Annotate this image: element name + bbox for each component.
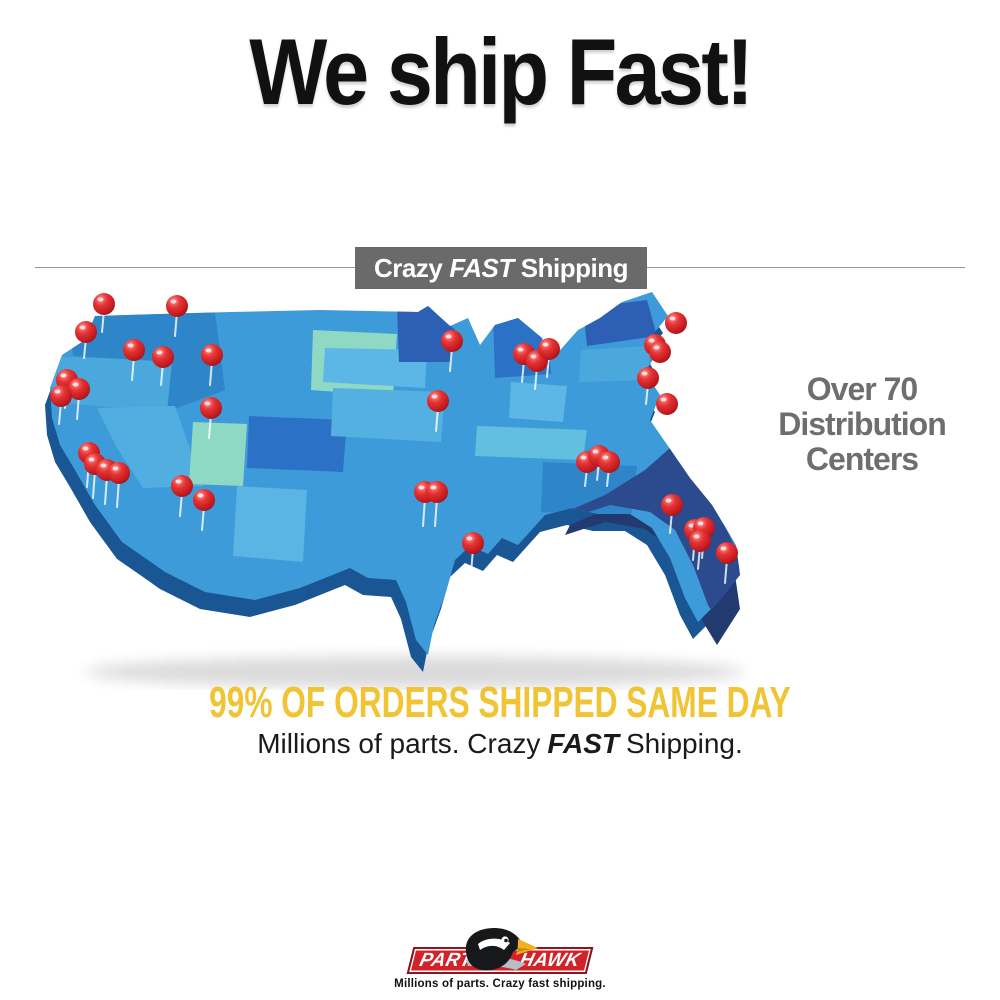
map-pin [462, 532, 484, 554]
map-pin [716, 542, 738, 564]
pin-highlight [418, 485, 425, 490]
map-pin [598, 451, 620, 473]
pin-highlight [602, 455, 609, 460]
pin-highlight [82, 446, 89, 451]
map-pin [689, 530, 711, 552]
same-day-headline-text: 99% OF ORDERS SHIPPED SAME DAY [209, 678, 791, 727]
map-pin [201, 344, 223, 366]
pin-highlight [97, 297, 104, 302]
pin-highlight [517, 347, 524, 352]
hawk-icon [465, 928, 538, 971]
pin-highlight [197, 493, 204, 498]
pin-highlight [720, 546, 727, 551]
map-pin [108, 462, 130, 484]
map-pin [123, 339, 145, 361]
pin-highlight [653, 345, 660, 350]
banner-emphasis: FAST [449, 252, 514, 283]
map-pin [171, 475, 193, 497]
map-pin [152, 346, 174, 368]
map-pin [426, 481, 448, 503]
pin-highlight [54, 389, 61, 394]
map-pin [649, 341, 671, 363]
pin-highlight [693, 534, 700, 539]
pin-highlight [542, 342, 549, 347]
pin-highlight [445, 334, 452, 339]
distribution-caption: Over 70 Distribution Centers [762, 372, 962, 477]
map-pin [637, 367, 659, 389]
pin-highlight [79, 325, 86, 330]
map-pin [661, 494, 683, 516]
caption-line-3: Centers [805, 441, 919, 477]
pin-highlight [697, 521, 704, 526]
map-pin [441, 330, 463, 352]
pin-highlight [127, 343, 134, 348]
pins-layer [50, 293, 738, 584]
pin-highlight [175, 479, 182, 484]
pin-highlight [648, 338, 655, 343]
pin-highlight [430, 485, 437, 490]
same-day-headline: 99% OF ORDERS SHIPPED SAME DAY [0, 678, 1000, 728]
pin-highlight [204, 401, 211, 406]
map-pin [93, 293, 115, 315]
pin-highlight [665, 498, 672, 503]
pin-highlight [205, 348, 212, 353]
sub-headline: Millions of parts. Crazy FAST Shipping. [0, 728, 1000, 760]
pin-highlight [592, 449, 599, 454]
banner-prefix: Crazy [374, 252, 443, 283]
crazy-fast-shipping-banner: Crazy FAST Shipping [355, 247, 647, 289]
logo-tagline: Millions of parts. Crazy fast shipping. [394, 978, 606, 990]
pin-highlight [431, 394, 438, 399]
map-pin [200, 397, 222, 419]
banner-suffix: Shipping [520, 252, 629, 283]
pin-highlight [60, 373, 67, 378]
pin-highlight [170, 299, 177, 304]
map-pin [656, 393, 678, 415]
map-pin [193, 489, 215, 511]
pin-highlight [688, 523, 695, 528]
map-pin [665, 312, 687, 334]
pin-highlight [466, 536, 473, 541]
pin-highlight [669, 316, 676, 321]
map-shadow [85, 656, 745, 688]
usa-distribution-map [45, 292, 745, 688]
map-pin [50, 385, 72, 407]
pin-highlight [530, 354, 537, 359]
pin-highlight [660, 397, 667, 402]
sub-headline-emphasis: FAST [547, 728, 619, 759]
map-pin [75, 321, 97, 343]
sub-headline-prefix: Millions of parts. Crazy [257, 728, 541, 759]
map-pin [538, 338, 560, 360]
caption-line-2: Distribution [778, 406, 947, 442]
page-title: We ship Fast! [0, 18, 1000, 126]
pin-highlight [100, 463, 107, 468]
pin-highlight [641, 371, 648, 376]
pin-highlight [156, 350, 163, 355]
sub-headline-suffix: Shipping. [625, 728, 743, 759]
pin-highlight [72, 382, 79, 387]
caption-line-1: Over 70 [806, 371, 918, 407]
pin-highlight [580, 455, 587, 460]
pin-highlight [112, 466, 119, 471]
page-title-text: We ship Fast! [249, 19, 754, 124]
map-pin [427, 390, 449, 412]
pin-highlight [88, 457, 95, 462]
map-pin [166, 295, 188, 317]
